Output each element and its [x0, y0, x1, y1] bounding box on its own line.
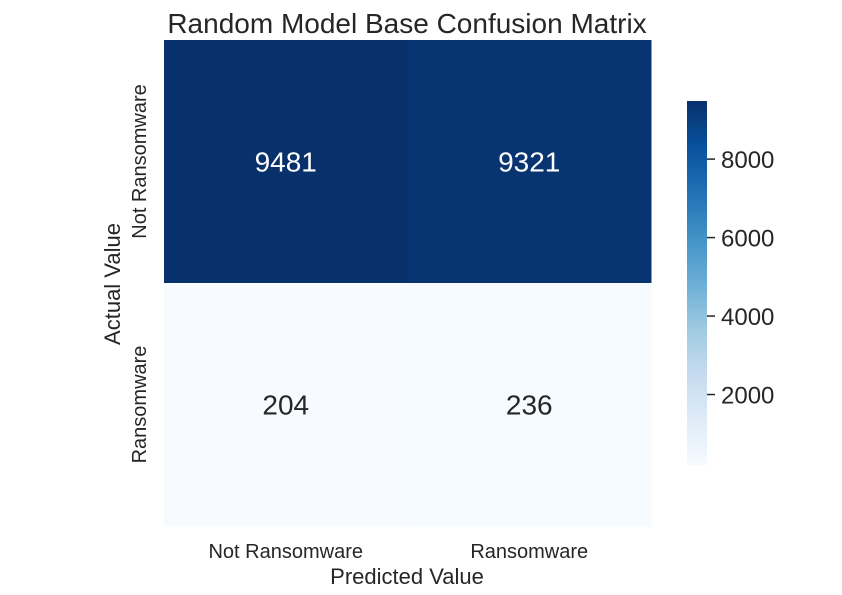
colorbar-ticks: 2000 4000 6000 8000	[707, 147, 774, 410]
x-axis-label: Predicted Value	[330, 564, 484, 589]
x-tick-label: Not Ransomware	[208, 541, 363, 563]
colorbar-tick-label: 6000	[721, 226, 774, 253]
y-tick-labels: Not Ransomware Ransomware	[129, 84, 151, 463]
y-axis-label: Actual Value	[100, 223, 125, 345]
colorbar-tick-label: 4000	[721, 304, 774, 331]
x-tick-labels: Not Ransomware Ransomware	[208, 541, 588, 563]
cell-value-label-r1-c1: 236	[506, 390, 553, 421]
heatmap-cell-r1-c0	[164, 283, 408, 527]
heatmap-cells	[164, 40, 652, 527]
y-tick-label: Not Ransomware	[129, 84, 151, 239]
heatmap-cell-r0-c1	[407, 40, 652, 284]
colorbar-tick-label: 8000	[721, 147, 774, 174]
heatmap-cell-r0-c0	[164, 40, 408, 284]
colorbar-tick-label: 2000	[721, 383, 774, 410]
cell-value-label-r1-c0: 204	[262, 390, 309, 421]
x-tick-label: Ransomware	[470, 541, 588, 563]
heatmap-cell-labels: 9481 9321 204 236	[255, 147, 561, 421]
colorbar	[687, 101, 707, 465]
cell-value-label-r0-c0: 9481	[255, 147, 317, 178]
cell-value-label-r0-c1: 9321	[498, 147, 560, 178]
heatmap-cell-r1-c1	[407, 283, 652, 527]
y-tick-label: Ransomware	[129, 346, 151, 464]
chart-title: Random Model Base Confusion Matrix	[167, 8, 646, 39]
